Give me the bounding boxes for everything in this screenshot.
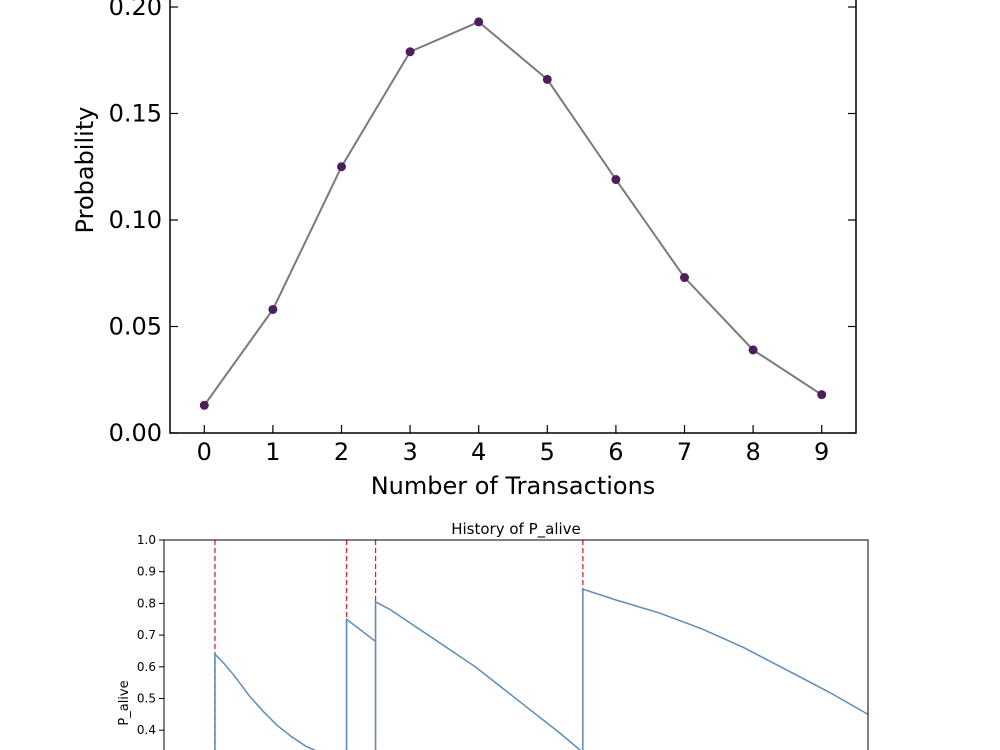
- x-tick-label: 7: [677, 438, 692, 466]
- data-point: [680, 273, 689, 283]
- y-tick-label: 0.15: [109, 100, 162, 128]
- p-alive-segment: [345, 617, 377, 750]
- x-tick-label: 1: [265, 438, 280, 466]
- chart-title: History of P_alive: [451, 520, 581, 539]
- x-tick-label: 8: [745, 438, 760, 466]
- p-alive-history-chart: History of P_alive 0.4 0.5 0.6 0.7 0.8 0.9 1.0…: [117, 520, 869, 750]
- data-point: [199, 400, 209, 410]
- data-point: [542, 74, 552, 84]
- data-point: [748, 345, 758, 355]
- series-line-probability: [203, 20, 823, 406]
- p-alive-segment: [582, 588, 869, 750]
- y-tick-label: 0.8: [137, 596, 156, 610]
- chart2-y-ticks: 0.4 0.5 0.6 0.7 0.8 0.9 1.0: [137, 533, 164, 737]
- p-alive-series: [214, 588, 869, 750]
- x-tick-label: 4: [471, 438, 486, 466]
- data-point: [405, 47, 415, 57]
- x-tick-label: 5: [540, 438, 555, 466]
- y-tick-label: 0.05: [109, 313, 162, 341]
- data-point: [611, 175, 621, 185]
- x-tick-label: 0: [197, 438, 212, 466]
- chart2-frame: [163, 539, 869, 750]
- x-tick-label: 2: [334, 438, 349, 466]
- y-axis-label: P_alive: [117, 680, 132, 725]
- data-point: [337, 162, 346, 172]
- y-tick-label: 0.4: [137, 723, 156, 737]
- y-tick-label: 0.6: [137, 660, 156, 674]
- p-alive-segment: [214, 652, 317, 750]
- data-point: [474, 17, 484, 27]
- y-tick-label: 0.7: [137, 628, 156, 642]
- x-tick-label: 9: [814, 438, 829, 466]
- y-tick-label: 0.9: [137, 565, 156, 579]
- y-tick-label: 1.0: [137, 533, 156, 547]
- chart1-x-ticks: 0 1 2 3 4 5 6 7 8 9: [197, 425, 829, 466]
- chart1-frame: [169, 0, 857, 434]
- chart1-points: [199, 17, 827, 410]
- y-tick-label: 0.10: [109, 206, 162, 234]
- y-tick-label: 0.5: [137, 692, 156, 706]
- chart1-y-ticks: 0.00 0.05 0.10 0.15 0.20: [109, 0, 856, 447]
- data-point: [817, 390, 827, 400]
- x-tick-label: 6: [608, 438, 623, 466]
- y-tick-label: 0.00: [109, 419, 162, 447]
- x-tick-label: 3: [402, 438, 417, 466]
- x-axis-label: Number of Transactions: [371, 472, 656, 500]
- y-axis-label: Probability: [71, 107, 99, 234]
- p-alive-segment: [374, 600, 582, 750]
- probability-chart: 0.00 0.05 0.10 0.15 0.20 0 1 2 3 4 5 6 7 8 9 Number o…: [71, 0, 857, 500]
- y-tick-label: 0.20: [109, 0, 162, 21]
- data-point: [268, 304, 278, 314]
